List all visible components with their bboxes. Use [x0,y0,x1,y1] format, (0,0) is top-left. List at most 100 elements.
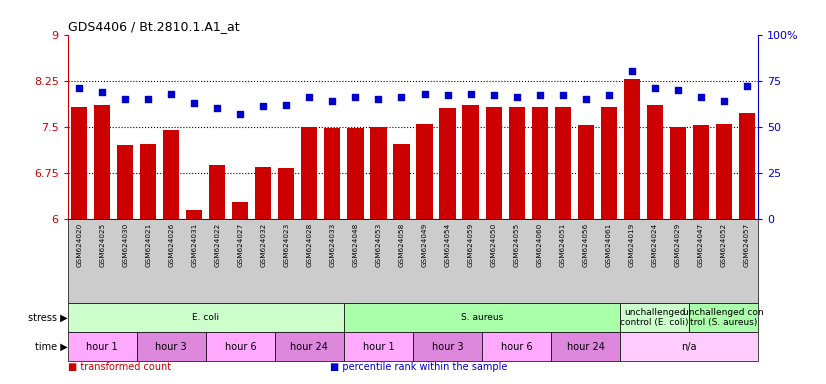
Point [395,94,408,100]
Text: time ▶: time ▶ [35,341,68,351]
Text: GSM624020: GSM624020 [76,223,83,267]
Text: hour 1: hour 1 [87,341,118,351]
Point [533,92,546,98]
Bar [68,332,137,361]
Bar [137,332,206,361]
Point [441,92,454,98]
Bar [738,113,755,219]
Text: GSM624029: GSM624029 [675,223,681,267]
Bar [620,303,689,332]
Text: GSM624019: GSM624019 [629,223,634,267]
Bar [693,126,709,219]
Text: GSM624053: GSM624053 [376,223,382,267]
Point [325,98,339,104]
Bar [532,107,548,219]
Text: S. aureus: S. aureus [461,313,503,322]
Bar [278,169,294,219]
Text: hour 1: hour 1 [363,341,394,351]
Bar [68,303,344,332]
Text: hour 24: hour 24 [291,341,329,351]
Text: GSM624057: GSM624057 [743,223,750,267]
Bar [344,303,620,332]
Text: GSM624052: GSM624052 [721,223,727,267]
Point [740,83,753,89]
Point [372,96,385,102]
Text: GSM624023: GSM624023 [283,223,289,267]
Text: GSM624061: GSM624061 [605,223,611,267]
Point [119,96,132,102]
Point [556,92,569,98]
Bar [393,144,410,219]
Text: GSM624021: GSM624021 [145,223,151,267]
Text: GSM624048: GSM624048 [353,223,358,267]
Bar [554,107,571,219]
Bar [344,332,413,361]
Bar [577,126,594,219]
Bar [164,130,179,219]
Point [487,92,501,98]
Text: GSM624049: GSM624049 [421,223,428,267]
Bar [647,105,662,219]
Text: GSM624051: GSM624051 [560,223,566,267]
Bar [370,127,387,219]
Point [280,101,293,108]
Text: unchallenged con
trol (S. aureus): unchallenged con trol (S. aureus) [683,308,764,327]
Text: GSM624027: GSM624027 [237,223,244,267]
Bar [255,167,272,219]
Point [188,100,201,106]
Point [694,94,707,100]
Point [303,94,316,100]
Text: GSM624047: GSM624047 [698,223,704,267]
Point [211,105,224,111]
Bar [325,128,340,219]
Bar [275,332,344,361]
Bar [551,332,620,361]
Bar [715,124,732,219]
Bar [670,127,686,219]
Point [579,96,592,102]
Bar [486,107,501,219]
Text: hour 6: hour 6 [501,341,533,351]
Point [142,96,155,102]
Point [717,98,730,104]
Text: GSM624056: GSM624056 [582,223,589,267]
Bar [463,105,478,219]
Text: ■ transformed count: ■ transformed count [68,362,171,372]
Bar [439,108,456,219]
Bar [232,202,249,219]
Bar [209,166,225,219]
Bar [301,127,317,219]
Text: GSM624059: GSM624059 [468,223,473,267]
Bar [187,210,202,219]
Text: hour 6: hour 6 [225,341,256,351]
Bar [416,124,433,219]
Point [73,85,86,91]
Bar [117,145,133,219]
Text: GDS4406 / Bt.2810.1.A1_at: GDS4406 / Bt.2810.1.A1_at [68,20,240,33]
Point [510,94,523,100]
Text: stress ▶: stress ▶ [28,313,68,323]
Point [671,87,684,93]
Text: GSM624054: GSM624054 [444,223,450,267]
Point [164,91,178,97]
Point [602,92,615,98]
Bar [689,303,758,332]
Bar [140,144,156,219]
Text: GSM624058: GSM624058 [398,223,405,267]
Text: hour 3: hour 3 [432,341,463,351]
Text: GSM624028: GSM624028 [306,223,312,267]
Text: ■ percentile rank within the sample: ■ percentile rank within the sample [330,362,507,372]
Text: GSM624024: GSM624024 [652,223,657,267]
Text: GSM624026: GSM624026 [169,223,174,267]
Bar [620,332,758,361]
Text: GSM624055: GSM624055 [514,223,520,267]
Text: GSM624033: GSM624033 [330,223,335,267]
Point [257,103,270,109]
Text: E. coli: E. coli [192,313,220,322]
Bar [509,107,525,219]
Text: hour 3: hour 3 [155,341,188,351]
Text: n/a: n/a [681,341,697,351]
Text: unchallenged
control (E. coli): unchallenged control (E. coli) [620,308,689,327]
Text: hour 24: hour 24 [567,341,605,351]
Bar [601,107,617,219]
